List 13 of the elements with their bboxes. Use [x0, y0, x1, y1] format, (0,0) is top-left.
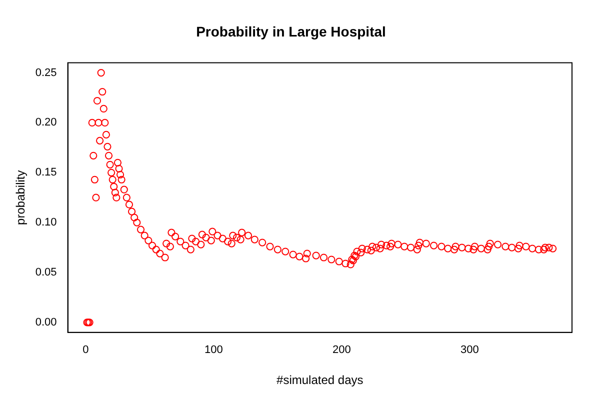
- y-tick-label: 0.10: [35, 216, 57, 229]
- y-tick-label: 0.05: [35, 266, 57, 279]
- x-tick-label: 200: [332, 344, 351, 356]
- y-tick-label: 0.15: [35, 166, 57, 179]
- y-tick-label: 0.25: [35, 66, 57, 79]
- x-tick-label: 100: [204, 344, 223, 356]
- y-axis-title: probability: [14, 170, 28, 225]
- chart-title: Probability in Large Hospital: [196, 23, 386, 40]
- y-tick-label: 0.00: [35, 316, 57, 328]
- x-axis-title: #simulated days: [276, 373, 364, 388]
- x-tick-label: 0: [82, 344, 89, 356]
- y-tick-label: 0.20: [35, 116, 57, 129]
- x-tick-label: 300: [460, 344, 479, 356]
